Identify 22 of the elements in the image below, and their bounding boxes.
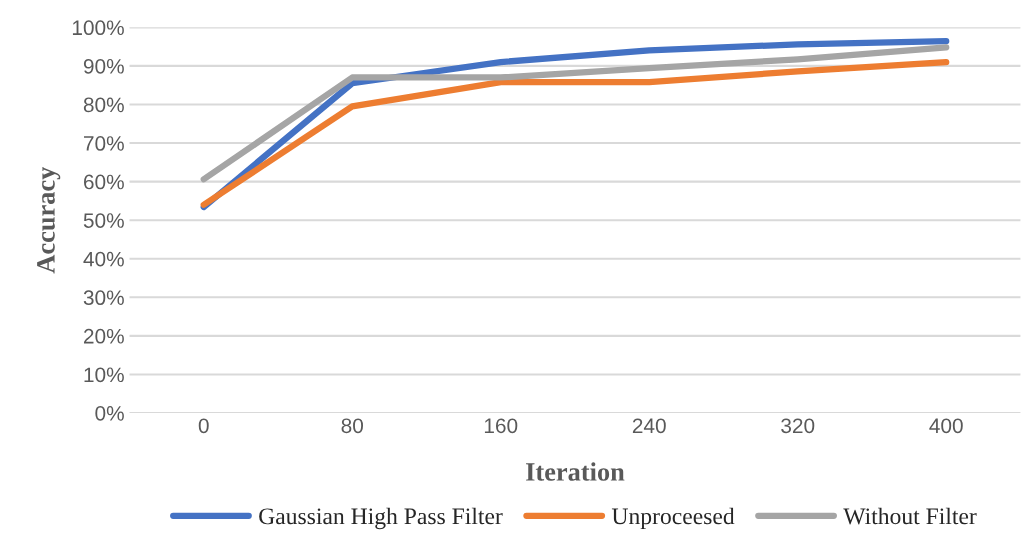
- y-tick-label: 0%: [95, 405, 124, 421]
- y-tick-label: 80%: [83, 97, 124, 113]
- y-tick-label: 20%: [83, 328, 124, 344]
- y-axis-title: Accuracy: [37, 166, 61, 274]
- y-tick-label: 70%: [84, 136, 124, 151]
- x-tick-label: 240: [632, 418, 666, 434]
- x-tick-label: 0: [198, 418, 209, 434]
- x-tick-label: 80: [341, 418, 364, 434]
- y-tick-label: 10%: [84, 367, 124, 383]
- y-tick-label: 30%: [83, 290, 124, 306]
- legend-label: Unproceesed: [611, 507, 735, 530]
- x-tick-label: 160: [484, 418, 518, 434]
- y-tick-label: 60%: [84, 174, 124, 190]
- legend-label: Gaussian High Pass Filter: [259, 507, 503, 530]
- x-tick-label: 400: [929, 418, 963, 434]
- x-axis-title: Iteration: [526, 462, 625, 481]
- y-tick-label: 40%: [83, 251, 124, 267]
- x-tick-label: 320: [781, 418, 815, 434]
- y-tick-label: 50%: [83, 213, 124, 228]
- y-tick-label: 90%: [83, 58, 124, 74]
- y-tick-label: 100%: [72, 20, 124, 36]
- legend-label: Without Filter: [843, 507, 977, 525]
